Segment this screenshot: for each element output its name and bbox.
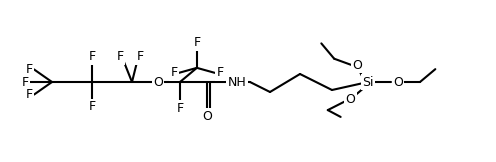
Text: O: O bbox=[202, 110, 212, 122]
Text: F: F bbox=[25, 88, 33, 101]
Text: O: O bbox=[346, 93, 355, 106]
Text: F: F bbox=[88, 51, 96, 64]
Text: O: O bbox=[393, 75, 403, 88]
Text: NH: NH bbox=[228, 75, 247, 88]
Text: F: F bbox=[21, 75, 29, 88]
Text: F: F bbox=[136, 51, 143, 64]
Text: F: F bbox=[170, 66, 178, 79]
Text: F: F bbox=[177, 102, 184, 115]
Text: F: F bbox=[25, 63, 33, 76]
Text: Si: Si bbox=[362, 75, 374, 88]
Text: F: F bbox=[88, 100, 96, 114]
Text: O: O bbox=[153, 75, 163, 88]
Text: F: F bbox=[193, 36, 200, 49]
Text: F: F bbox=[216, 66, 223, 79]
Text: O: O bbox=[353, 59, 363, 72]
Text: F: F bbox=[117, 51, 124, 64]
